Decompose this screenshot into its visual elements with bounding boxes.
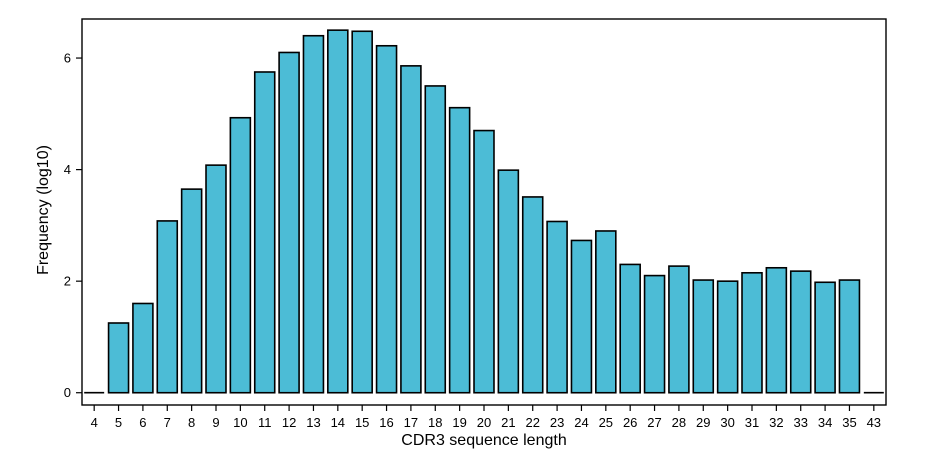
x-tick-label-22: 22 [525, 415, 539, 430]
x-tick-label-15: 15 [355, 415, 369, 430]
bar-25 [595, 230, 617, 394]
bar-26 [619, 263, 641, 394]
x-tick-label-30: 30 [720, 415, 734, 430]
x-tick-label-5: 5 [115, 415, 122, 430]
bar-17 [400, 65, 422, 394]
x-tick-label-33: 33 [793, 415, 807, 430]
x-tick-label-8: 8 [188, 415, 195, 430]
x-tick-label-13: 13 [306, 415, 320, 430]
bar-35 [838, 279, 861, 394]
bar-8 [180, 188, 203, 394]
bar-9 [205, 164, 227, 394]
y-tick-label-4: 4 [64, 162, 71, 177]
x-tick-label-29: 29 [696, 415, 710, 430]
bar-19 [448, 106, 471, 394]
x-tick-label-25: 25 [599, 415, 613, 430]
bar-11 [253, 71, 276, 394]
bar-28 [668, 265, 690, 394]
bar-24 [570, 239, 593, 394]
x-tick-label-18: 18 [428, 415, 442, 430]
x-tick-label-35: 35 [842, 415, 856, 430]
bar-5 [107, 322, 130, 394]
bar-18 [424, 85, 447, 394]
bar-16 [375, 44, 398, 394]
y-tick-label-0: 0 [64, 385, 71, 400]
bar-15 [351, 30, 373, 394]
bar-29 [692, 279, 715, 394]
x-tick-label-10: 10 [233, 415, 247, 430]
bar-6 [132, 302, 154, 394]
bar-14 [327, 29, 349, 394]
bar-23 [546, 220, 568, 394]
bar-30 [716, 280, 739, 394]
y-tick-label-2: 2 [64, 274, 71, 289]
x-tick-label-28: 28 [672, 415, 686, 430]
bar-31 [741, 271, 763, 394]
bar-20 [473, 129, 495, 394]
bar-21 [497, 169, 520, 394]
bar-33 [789, 270, 812, 394]
x-tick-label-12: 12 [282, 415, 296, 430]
bar-22 [521, 196, 544, 394]
x-tick-label-23: 23 [550, 415, 564, 430]
x-tick-label-34: 34 [818, 415, 832, 430]
x-tick-label-9: 9 [212, 415, 219, 430]
x-axis-label: CDR3 sequence length [401, 432, 566, 449]
bar-10 [229, 116, 252, 394]
bar-13 [302, 34, 325, 394]
x-tick-label-6: 6 [139, 415, 146, 430]
bar-32 [765, 266, 788, 394]
x-tick-label-17: 17 [404, 415, 418, 430]
x-tick-label-24: 24 [574, 415, 588, 430]
x-tick-label-27: 27 [647, 415, 661, 430]
bar-12 [278, 51, 300, 394]
x-tick-label-43: 43 [867, 415, 881, 430]
x-tick-label-4: 4 [91, 415, 98, 430]
y-tick-label-6: 6 [64, 51, 71, 66]
y-axis-label: Frequency (log10) [35, 145, 52, 275]
x-tick-label-20: 20 [477, 415, 491, 430]
bar-34 [814, 281, 836, 394]
x-tick-label-21: 21 [501, 415, 515, 430]
x-tick-label-11: 11 [258, 415, 272, 430]
x-tick-label-16: 16 [379, 415, 393, 430]
x-tick-label-26: 26 [623, 415, 637, 430]
x-tick-label-19: 19 [452, 415, 466, 430]
x-tick-label-32: 32 [769, 415, 783, 430]
x-tick-label-31: 31 [745, 415, 759, 430]
bar-27 [643, 274, 666, 394]
x-tick-label-7: 7 [164, 415, 171, 430]
x-tick-label-14: 14 [331, 415, 345, 430]
bar-7 [156, 220, 179, 394]
